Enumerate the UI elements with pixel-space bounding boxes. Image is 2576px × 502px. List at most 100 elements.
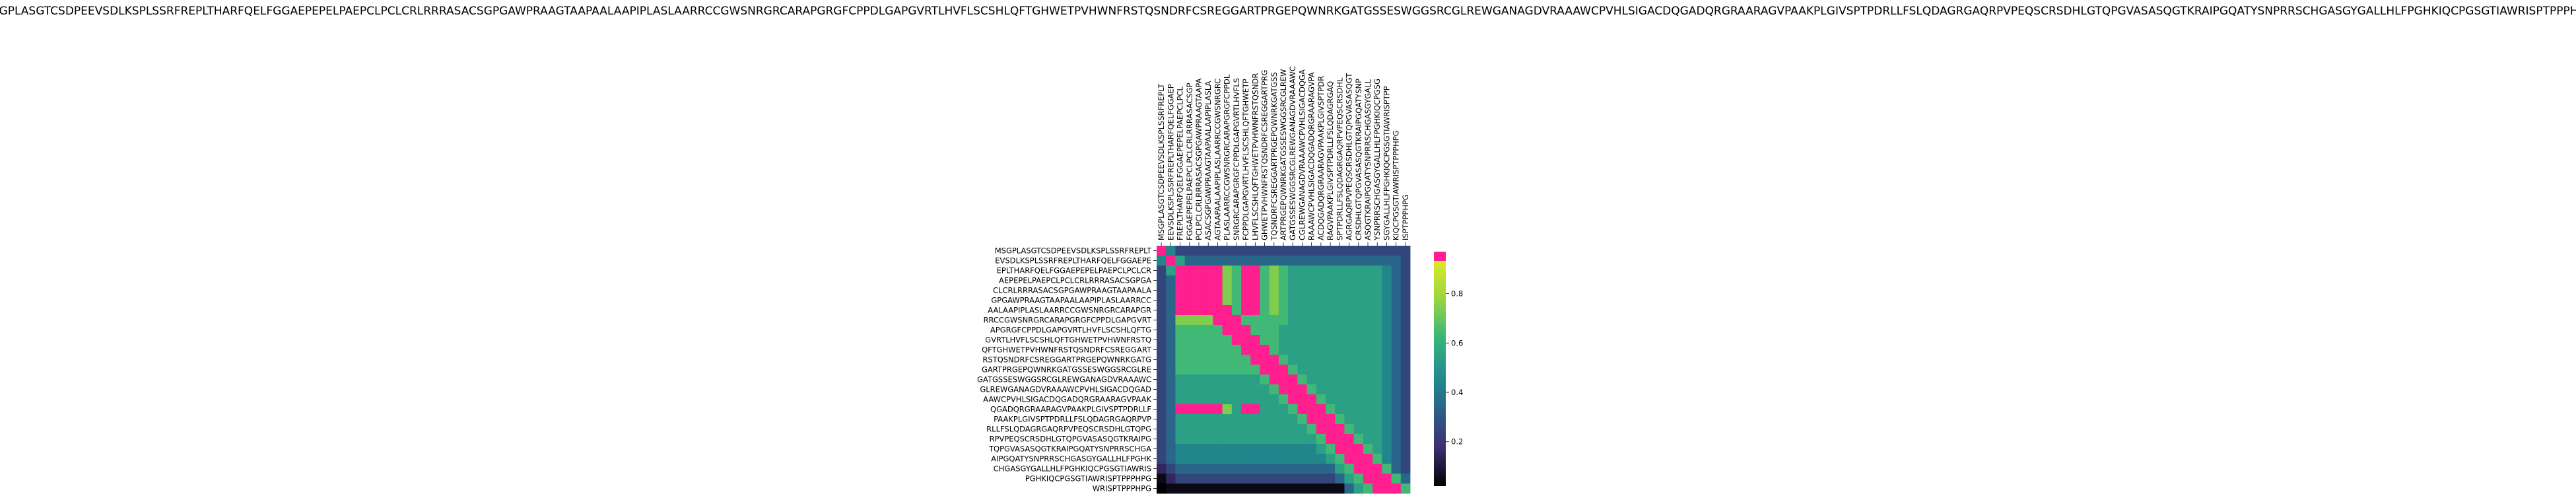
heatmap-cell — [1363, 266, 1373, 276]
column-label: AGRGAQRPVPEQSCRSDHLGTQPGVASASQGT — [1345, 73, 1354, 240]
heatmap-cell — [1269, 355, 1279, 365]
heatmap-cell — [1194, 335, 1204, 345]
heatmap-cell — [1353, 275, 1364, 286]
heatmap-cell — [1213, 266, 1223, 276]
heatmap-cell — [1269, 424, 1279, 435]
heatmap-cell — [1231, 424, 1242, 435]
heatmap-cell — [1184, 355, 1195, 365]
heatmap-cell — [1213, 434, 1223, 445]
heatmap-cell — [1316, 285, 1326, 296]
heatmap-cell — [1166, 464, 1176, 474]
heatmap-cell — [1269, 375, 1279, 385]
heatmap-cell — [1373, 246, 1382, 256]
heatmap-cell — [1250, 285, 1260, 296]
row-label: GATGSSESWGGSRCGLREWGANAGDVRAAAWC — [977, 375, 1151, 384]
column-label: TQSNDRFCSREGGARTPRGEPQWNRKGATGSS — [1270, 72, 1279, 241]
heatmap-cell — [1391, 454, 1402, 464]
heatmap-cell — [1260, 325, 1270, 336]
heatmap-cell — [1184, 484, 1195, 494]
heatmap-cell — [1335, 355, 1345, 365]
heatmap-cell — [1213, 246, 1223, 256]
heatmap-cell — [1400, 256, 1411, 266]
heatmap-cell — [1175, 394, 1186, 405]
heatmap-cell — [1391, 285, 1402, 296]
heatmap-cell — [1250, 484, 1260, 494]
heatmap-cell — [1382, 414, 1392, 425]
heatmap-cell — [1391, 464, 1402, 474]
heatmap-cell — [1400, 345, 1411, 355]
heatmap-cell — [1278, 464, 1289, 474]
heatmap-cell — [1400, 275, 1411, 286]
heatmap-cell — [1363, 414, 1373, 425]
heatmap-cell — [1231, 325, 1242, 336]
heatmap-cell — [1184, 365, 1195, 375]
heatmap-cell — [1203, 394, 1213, 405]
heatmap-cell — [1326, 434, 1336, 445]
heatmap-cell — [1363, 454, 1373, 464]
heatmap-cell — [1203, 464, 1213, 474]
heatmap-cell — [1306, 394, 1317, 405]
heatmap-cell — [1157, 355, 1167, 365]
heatmap-cell — [1166, 404, 1176, 415]
heatmap-cell — [1297, 256, 1307, 266]
heatmap-cell — [1363, 285, 1373, 296]
row-label: GPGAWPRAAGTAAPAALAAPIPLASLAARRCC — [991, 296, 1151, 305]
heatmap-cell — [1326, 394, 1336, 405]
heatmap-cell — [1222, 256, 1233, 266]
heatmap-cell — [1391, 335, 1402, 345]
heatmap-cell — [1326, 355, 1336, 365]
heatmap-cell — [1363, 375, 1373, 385]
heatmap-cell — [1391, 484, 1402, 494]
heatmap-cell — [1241, 335, 1251, 345]
heatmap-cell — [1203, 335, 1213, 345]
heatmap-cell — [1231, 414, 1242, 425]
heatmap-cell — [1288, 444, 1298, 454]
heatmap-cell — [1400, 295, 1411, 306]
heatmap-cell — [1306, 404, 1317, 415]
heatmap-cell — [1344, 444, 1355, 454]
heatmap-cell — [1335, 315, 1345, 326]
heatmap-cell — [1297, 305, 1307, 316]
heatmap-cell — [1278, 345, 1289, 355]
row-label: AALAAPIPLASLAARRCCGWSNRGRCARAPGR — [988, 306, 1151, 315]
heatmap-cell — [1213, 345, 1223, 355]
heatmap-cell — [1316, 414, 1326, 425]
heatmap-cell — [1316, 256, 1326, 266]
heatmap-cell — [1222, 305, 1233, 316]
heatmap-cell — [1391, 355, 1402, 365]
heatmap-cell — [1278, 414, 1289, 425]
heatmap-cell — [1297, 434, 1307, 445]
heatmap-cell — [1363, 404, 1373, 415]
heatmap-cell — [1288, 404, 1298, 415]
heatmap-cell — [1203, 266, 1213, 276]
heatmap-cell — [1297, 355, 1307, 365]
heatmap-cells — [1157, 246, 1411, 494]
heatmap-cell — [1297, 464, 1307, 474]
heatmap-cell — [1288, 305, 1298, 316]
heatmap-cell — [1231, 256, 1242, 266]
heatmap-cell — [1241, 484, 1251, 494]
heatmap-cell — [1316, 454, 1326, 464]
heatmap-cell — [1373, 355, 1382, 365]
heatmap-cell — [1306, 434, 1317, 445]
heatmap-cell — [1373, 295, 1382, 306]
heatmap-cell — [1184, 464, 1195, 474]
heatmap-cell — [1288, 355, 1298, 365]
heatmap-cell — [1269, 444, 1279, 454]
heatmap-cell — [1353, 424, 1364, 435]
heatmap-cell — [1391, 315, 1402, 326]
heatmap-cell — [1157, 394, 1167, 405]
heatmap-cell — [1400, 315, 1411, 326]
heatmap-cell — [1222, 434, 1233, 445]
heatmap-cell — [1306, 266, 1317, 276]
heatmap-cell — [1306, 345, 1317, 355]
heatmap-cell — [1157, 454, 1167, 464]
heatmap-cell — [1316, 384, 1326, 395]
heatmap-cell — [1278, 315, 1289, 326]
heatmap-cell — [1231, 266, 1242, 276]
heatmap-cell — [1175, 454, 1186, 464]
heatmap-cell — [1344, 315, 1355, 326]
heatmap-cell — [1288, 295, 1298, 306]
colorbar-tick-label: 0.2 — [1451, 437, 1463, 447]
